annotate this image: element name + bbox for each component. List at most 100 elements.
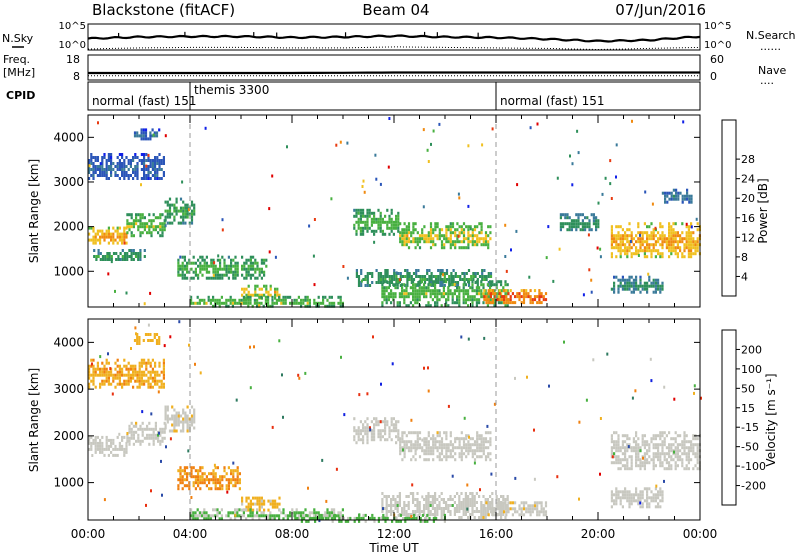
data-cell bbox=[563, 340, 565, 344]
data-cell bbox=[168, 206, 172, 210]
data-cell bbox=[193, 212, 196, 216]
data-cell bbox=[297, 373, 300, 377]
data-cell bbox=[397, 435, 400, 439]
data-cell bbox=[398, 492, 401, 495]
data-cell bbox=[118, 226, 121, 230]
data-cell bbox=[399, 452, 402, 456]
data-cell bbox=[637, 287, 640, 291]
data-cell bbox=[194, 511, 197, 515]
data-cell bbox=[650, 237, 653, 241]
data-cell bbox=[453, 301, 456, 305]
data-cell bbox=[278, 517, 281, 521]
data-cell bbox=[498, 507, 501, 511]
data-cell bbox=[386, 223, 389, 227]
data-cell bbox=[90, 159, 93, 162]
data-cell bbox=[650, 234, 653, 238]
data-cell bbox=[661, 237, 664, 241]
data-cell bbox=[696, 246, 699, 250]
data-cell bbox=[646, 490, 649, 494]
data-cell bbox=[484, 498, 487, 501]
data-cell bbox=[263, 502, 266, 506]
data-cell bbox=[157, 216, 160, 220]
data-cell bbox=[429, 292, 432, 296]
data-cell bbox=[175, 417, 178, 421]
data-cell bbox=[137, 258, 140, 261]
data-cell bbox=[105, 162, 108, 165]
data-cell bbox=[500, 298, 503, 302]
data-cell bbox=[643, 499, 646, 503]
data-cell bbox=[373, 220, 376, 224]
data-cell bbox=[637, 502, 640, 506]
data-cell bbox=[251, 304, 254, 308]
data-cell bbox=[460, 231, 463, 235]
data-cell bbox=[340, 355, 342, 359]
data-cell bbox=[414, 458, 417, 462]
data-cell bbox=[373, 211, 376, 215]
data-cell bbox=[107, 159, 110, 162]
data-cell bbox=[125, 156, 128, 159]
data-cell bbox=[447, 292, 450, 296]
data-cell bbox=[373, 214, 376, 218]
data-cell bbox=[121, 373, 124, 377]
data-cell bbox=[473, 298, 476, 302]
data-cell bbox=[335, 143, 338, 147]
data-cell bbox=[399, 240, 402, 244]
data-cell bbox=[412, 431, 415, 435]
data-cell bbox=[421, 513, 424, 517]
data-cell bbox=[377, 272, 380, 275]
data-cell bbox=[401, 228, 404, 232]
data-cell bbox=[520, 301, 523, 305]
data-cell bbox=[448, 278, 451, 281]
data-cell bbox=[232, 475, 235, 479]
data-cell bbox=[132, 370, 135, 374]
data-cell bbox=[177, 270, 180, 274]
data-cell bbox=[390, 429, 393, 433]
data-cell bbox=[410, 275, 413, 278]
data-cell bbox=[280, 298, 283, 302]
data-cell bbox=[236, 469, 239, 473]
data-cell bbox=[163, 430, 166, 434]
data-cell bbox=[173, 408, 176, 412]
data-cell bbox=[659, 499, 662, 503]
data-cell bbox=[364, 275, 367, 278]
data-cell bbox=[467, 449, 470, 453]
data-cell bbox=[496, 507, 499, 511]
data-cell bbox=[407, 304, 410, 308]
data-cell bbox=[359, 438, 362, 442]
data-cell bbox=[467, 237, 470, 241]
data-cell bbox=[379, 435, 382, 439]
data-cell bbox=[227, 511, 230, 515]
data-cell bbox=[467, 228, 470, 232]
data-cell bbox=[355, 275, 358, 278]
data-cell bbox=[146, 231, 149, 235]
data-cell bbox=[498, 292, 501, 296]
data-cell bbox=[355, 229, 358, 233]
data-cell bbox=[303, 516, 306, 520]
data-cell bbox=[159, 433, 162, 437]
data-cell bbox=[683, 246, 686, 250]
data-cell bbox=[136, 333, 139, 336]
data-cell bbox=[264, 298, 267, 302]
data-cell bbox=[657, 496, 660, 500]
data-cell bbox=[168, 429, 172, 433]
data-cell bbox=[154, 421, 157, 425]
data-cell bbox=[489, 452, 492, 456]
data-cell bbox=[179, 475, 182, 479]
data-cell bbox=[507, 501, 510, 505]
data-cell bbox=[132, 442, 135, 446]
data-cell bbox=[260, 496, 263, 500]
data-cell bbox=[611, 455, 614, 459]
data-cell bbox=[480, 243, 483, 247]
data-cell bbox=[683, 446, 686, 450]
data-cell bbox=[462, 246, 466, 250]
data-cell bbox=[650, 496, 653, 500]
data-cell bbox=[436, 498, 439, 501]
data-cell bbox=[173, 420, 176, 424]
data-cell bbox=[449, 234, 452, 238]
data-cell bbox=[476, 234, 479, 238]
data-cell bbox=[212, 508, 215, 512]
data-cell bbox=[291, 508, 294, 512]
data-cell bbox=[456, 298, 459, 302]
data-cell bbox=[440, 452, 444, 456]
data-cell bbox=[118, 177, 121, 180]
